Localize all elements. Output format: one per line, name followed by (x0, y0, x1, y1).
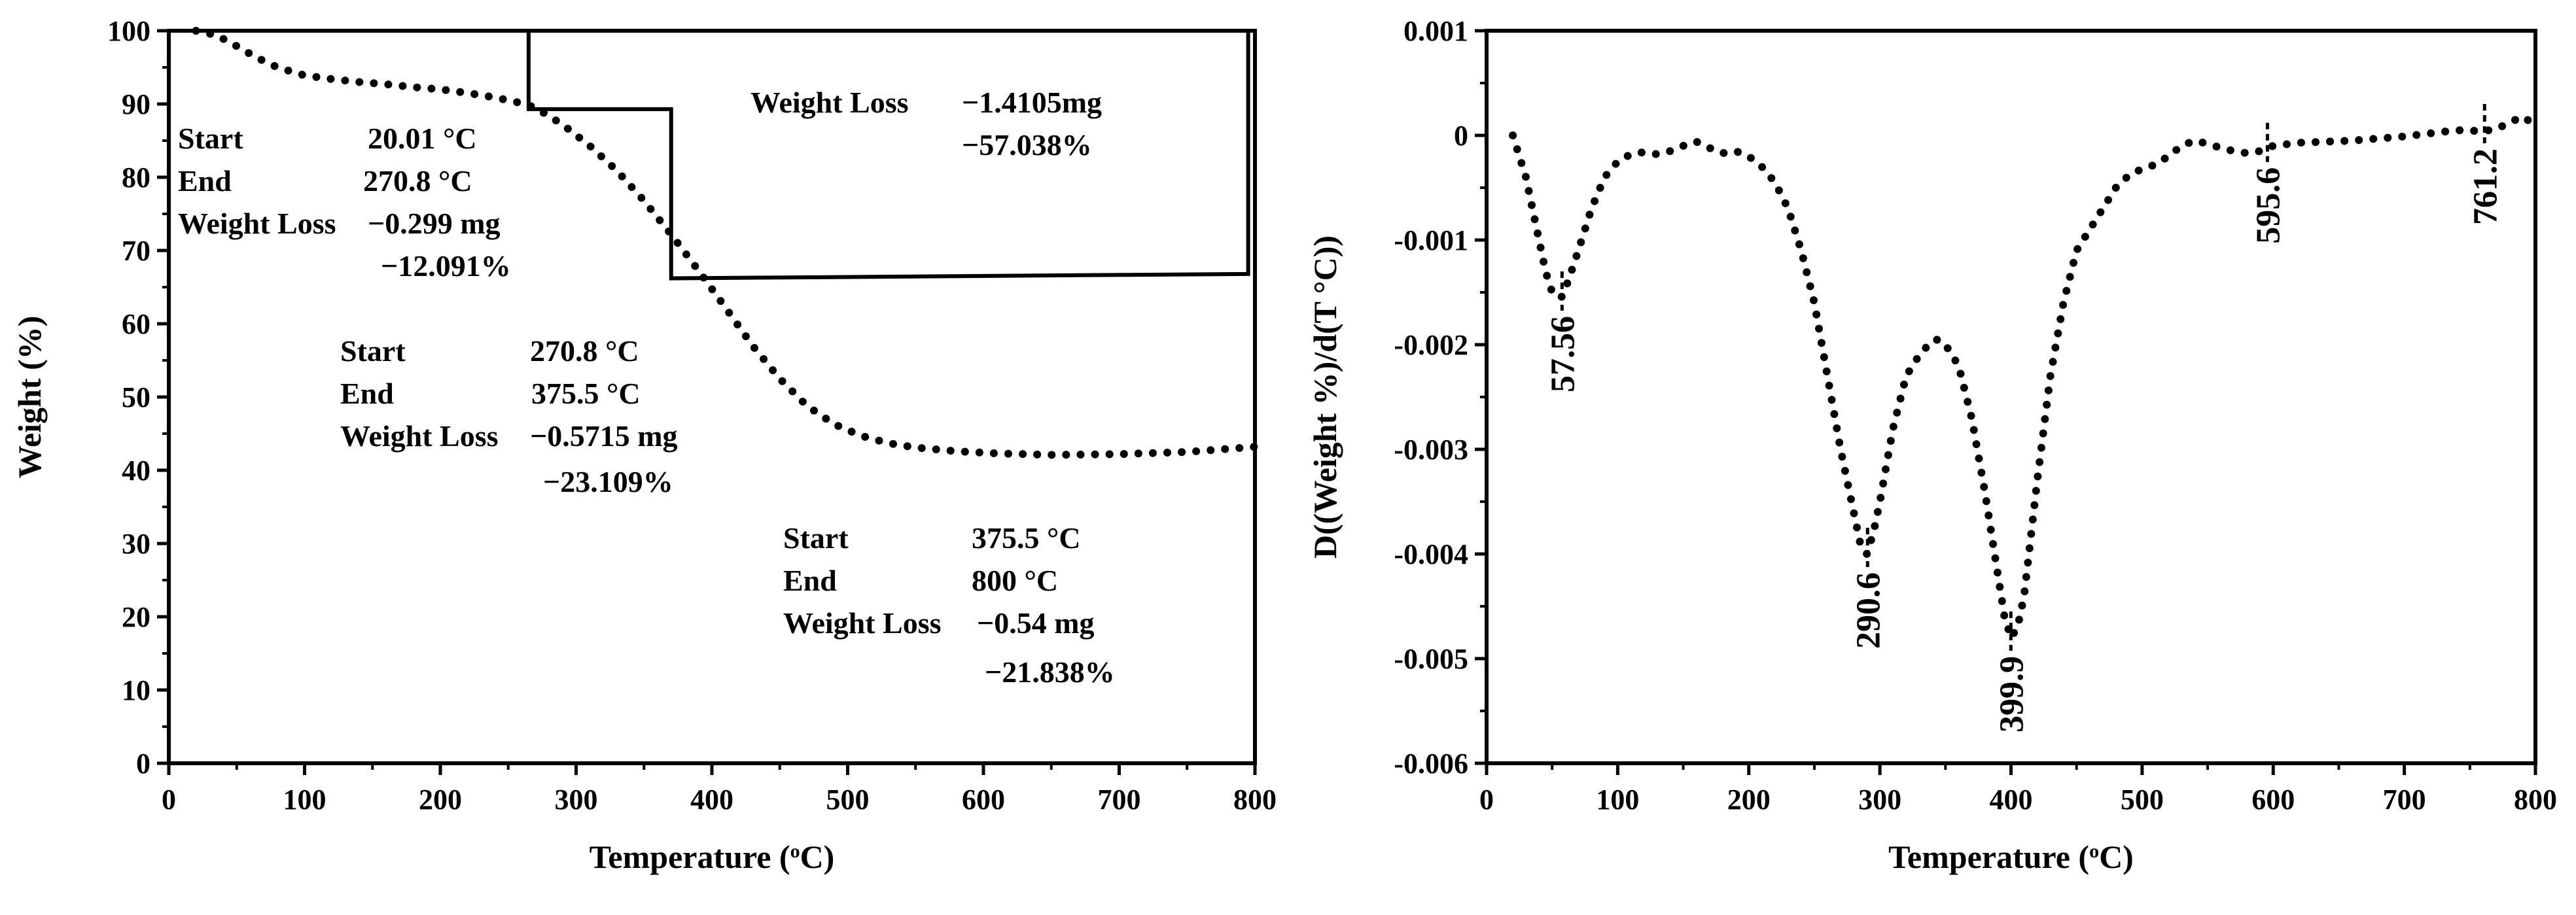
dtg-chart: 0.001 0 -0.001 -0.002 -0.003 -0.004 -0.005 -0.0… (1307, 15, 2557, 875)
y-tick-label: -0.001 (1394, 224, 1468, 256)
tga-annotation-stage-3: Start 375.5 °C End 800 °C Weight Loss −0… (783, 521, 1115, 689)
annotation-label: Start (178, 122, 243, 155)
annotation-value: −57.038% (962, 128, 1092, 162)
annotation-label: End (783, 564, 837, 597)
peak-label: 399.9 (1993, 656, 2030, 733)
y-tick-label: 90 (122, 88, 150, 120)
x-tick-label: 500 (2121, 784, 2164, 816)
tga-annotation-stage-1: Start 20.01 °C End 270.8 °C Weight Loss … (178, 122, 511, 283)
y-tick-label: -0.006 (1394, 748, 1468, 780)
annotation-value: 375.5 °C (531, 377, 641, 410)
dtg-x-axis: 0 100 200 300 400 500 600 700 800 (1479, 763, 2557, 816)
dtg-y-axis: 0.001 0 -0.001 -0.002 -0.003 -0.004 -0.005 -0.0… (1394, 15, 1487, 780)
annotation-value: 20.01 °C (368, 122, 477, 155)
x-tick-label: 600 (962, 784, 1005, 816)
y-tick-label: 80 (122, 162, 150, 194)
tga-annotation-total: Weight Loss −1.4105mg −57.038% (750, 86, 1102, 162)
x-tick-label: 400 (690, 784, 733, 816)
y-tick-label: 40 (122, 455, 150, 487)
tga-x-axis-title: Temperature (oC) (590, 838, 835, 875)
x-tick-label: 800 (2514, 784, 2557, 816)
tga-step-bracket (196, 29, 1250, 281)
dtg-series (1509, 112, 2539, 642)
annotation-label: Start (783, 521, 849, 555)
series-line (1509, 112, 2539, 642)
annotation-value: 375.5 °C (972, 521, 1081, 555)
tga-plot-frame (167, 29, 1257, 765)
x-tick-label: 700 (1098, 784, 1141, 816)
peak-label: 290.6 (1850, 572, 1887, 649)
annotation-value: 270.8 °C (530, 334, 639, 368)
peak-label: 595.6 (2250, 167, 2287, 244)
y-tick-label: -0.002 (1394, 329, 1468, 361)
tga-y-axis-title: Weight (%) (11, 316, 48, 479)
annotation-value: −12.091% (381, 249, 511, 283)
x-tick-label: 400 (1990, 784, 2033, 816)
dtg-peak-markers: 57.56 290.6 399.9 595.6 761.2 (1544, 104, 2504, 733)
dtg-x-axis-title: Temperature (oC) (1888, 838, 2134, 875)
tga-x-axis: 0 100 200 300 400 500 600 700 800 (162, 763, 1277, 816)
annotation-label: Weight Loss (340, 419, 499, 453)
y-tick-label: 100 (107, 15, 150, 47)
dtg-y-axis-title: D((Weight %)/d(T °C)) (1307, 235, 1343, 559)
annotation-value: −0.54 mg (977, 606, 1095, 640)
y-tick-label: 20 (122, 601, 150, 633)
tga-annotation-stage-2: Start 270.8 °C End 375.5 °C Weight Loss … (340, 334, 678, 498)
y-tick-label: 0 (1454, 120, 1468, 152)
y-tick-label: 30 (122, 528, 150, 560)
x-tick-label: 200 (419, 784, 462, 816)
annotation-value: 270.8 °C (363, 164, 472, 198)
y-tick-label: 10 (122, 674, 150, 706)
peak-label: 761.2 (2467, 148, 2504, 225)
annotation-label: Weight Loss (178, 207, 336, 240)
y-tick-label: 60 (122, 308, 150, 340)
x-tick-label: 0 (162, 784, 176, 816)
x-tick-label: 100 (283, 784, 326, 816)
y-tick-label: -0.004 (1394, 538, 1468, 570)
y-tick-label: 70 (122, 235, 150, 267)
annotation-value: −23.109% (543, 465, 673, 498)
y-tick-label: -0.003 (1394, 434, 1468, 466)
annotation-value: −0.299 mg (368, 207, 501, 240)
annotation-label: Start (340, 334, 406, 368)
annotation-label: End (340, 377, 394, 410)
x-tick-label: 300 (1858, 784, 1901, 816)
annotation-label: Weight Loss (783, 606, 942, 640)
tga-y-axis: 0 10 20 30 40 50 60 70 80 90 100 (107, 15, 169, 780)
annotation-label: End (178, 164, 232, 198)
x-tick-label: 600 (2251, 784, 2295, 816)
y-tick-label: 0.001 (1403, 15, 1468, 47)
annotation-label: Weight Loss (750, 86, 909, 119)
dtg-plot-frame (1485, 29, 2537, 765)
tga-chart: 0 10 20 30 40 50 60 70 80 90 100 0 100 200 300 400 500 6… (11, 15, 1277, 875)
y-tick-label: 0 (136, 748, 150, 780)
annotation-value: 800 °C (972, 564, 1058, 597)
y-tick-label: -0.005 (1394, 643, 1468, 675)
peak-label: 57.56 (1544, 316, 1581, 392)
x-tick-label: 700 (2383, 784, 2426, 816)
y-tick-label: 50 (122, 381, 150, 413)
x-tick-label: 0 (1479, 784, 1494, 816)
x-tick-label: 300 (555, 784, 598, 816)
x-tick-label: 100 (1596, 784, 1639, 816)
annotation-value: −1.4105mg (962, 86, 1102, 119)
x-tick-label: 800 (1233, 784, 1277, 816)
annotation-value: −0.5715 mg (530, 419, 678, 453)
x-tick-label: 200 (1727, 784, 1771, 816)
x-tick-label: 500 (826, 784, 870, 816)
annotation-value: −21.838% (985, 655, 1115, 689)
